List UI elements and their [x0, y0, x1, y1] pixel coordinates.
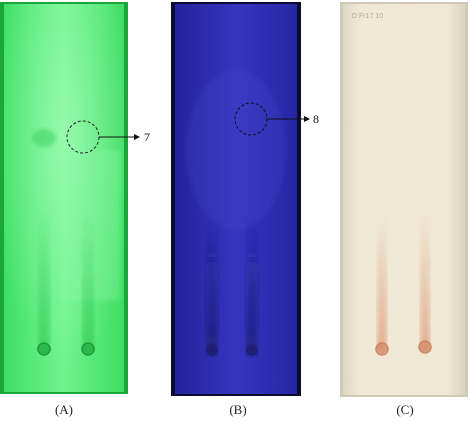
panel-b-tlc-plate	[171, 2, 301, 396]
caption-a: (A)	[44, 402, 84, 418]
origin-spot-a1	[38, 343, 50, 355]
origin-spot-b1	[206, 344, 218, 356]
caption-c: (C)	[385, 402, 425, 418]
panel-c-tlc-plate: D Fr17 10	[340, 2, 468, 397]
panel-a-tlc-plate	[0, 2, 128, 394]
caption-b: (B)	[218, 402, 258, 418]
plate-c-label: D Fr17 10	[352, 13, 383, 20]
origin-spot-c1	[376, 343, 388, 355]
origin-spot-b2	[246, 344, 258, 356]
origin-spot-a2	[82, 343, 94, 355]
callout-label-7: 7	[144, 130, 150, 144]
callout-label-8: 8	[313, 112, 319, 126]
origin-spot-c2	[419, 341, 431, 353]
